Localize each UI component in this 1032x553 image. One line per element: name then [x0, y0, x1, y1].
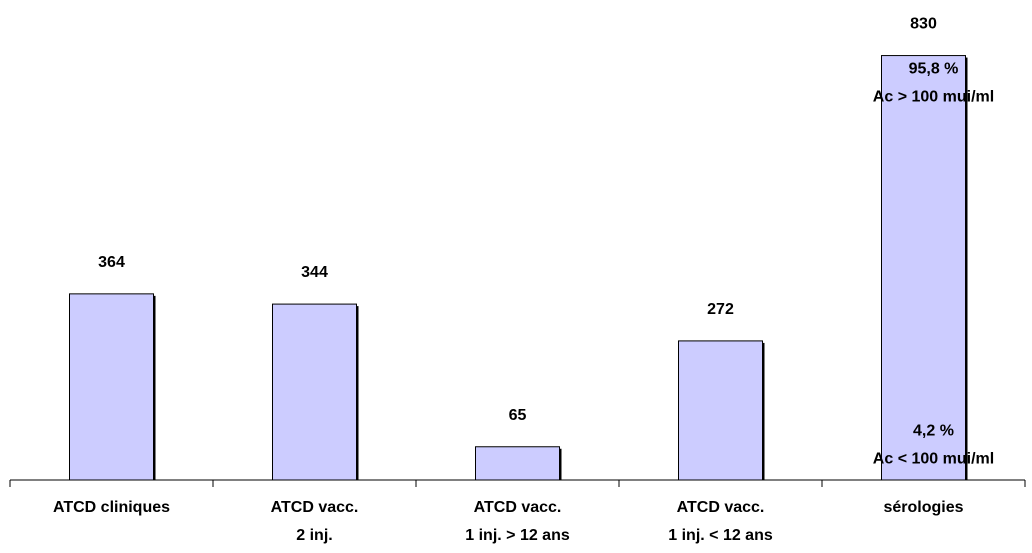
annotation-text: Ac < 100 mui/ml: [873, 451, 994, 468]
bar: [678, 340, 763, 481]
bar: [475, 446, 560, 481]
category-label: ATCD vacc.: [677, 499, 765, 516]
bar: [881, 55, 966, 481]
data-label: 272: [707, 301, 734, 318]
data-label: 344: [301, 264, 328, 281]
x-ticks-group: [9, 480, 1026, 487]
data-label: 364: [98, 254, 125, 271]
category-label: sérologies: [883, 499, 963, 516]
category-label: 1 inj. > 12 ans: [465, 527, 570, 544]
category-label: 2 inj.: [296, 527, 332, 544]
data-label: 65: [509, 407, 527, 424]
bar: [69, 293, 154, 481]
annotation-text: 4,2 %: [913, 423, 954, 440]
annotation-text: Ac > 100 mui/ml: [873, 88, 994, 105]
bars-group: [69, 55, 968, 481]
annotation-text: 95,8 %: [909, 60, 959, 77]
labels-group: 364 ATCD cliniques 344 ATCD vacc. 2 inj. 65 AT…: [53, 16, 994, 544]
category-label: ATCD cliniques: [53, 499, 170, 516]
bar: [272, 303, 357, 481]
category-label: ATCD vacc.: [271, 499, 359, 516]
category-label: 1 inj. < 12 ans: [668, 527, 773, 544]
data-label: 830: [910, 16, 937, 33]
category-label: ATCD vacc.: [474, 499, 562, 516]
